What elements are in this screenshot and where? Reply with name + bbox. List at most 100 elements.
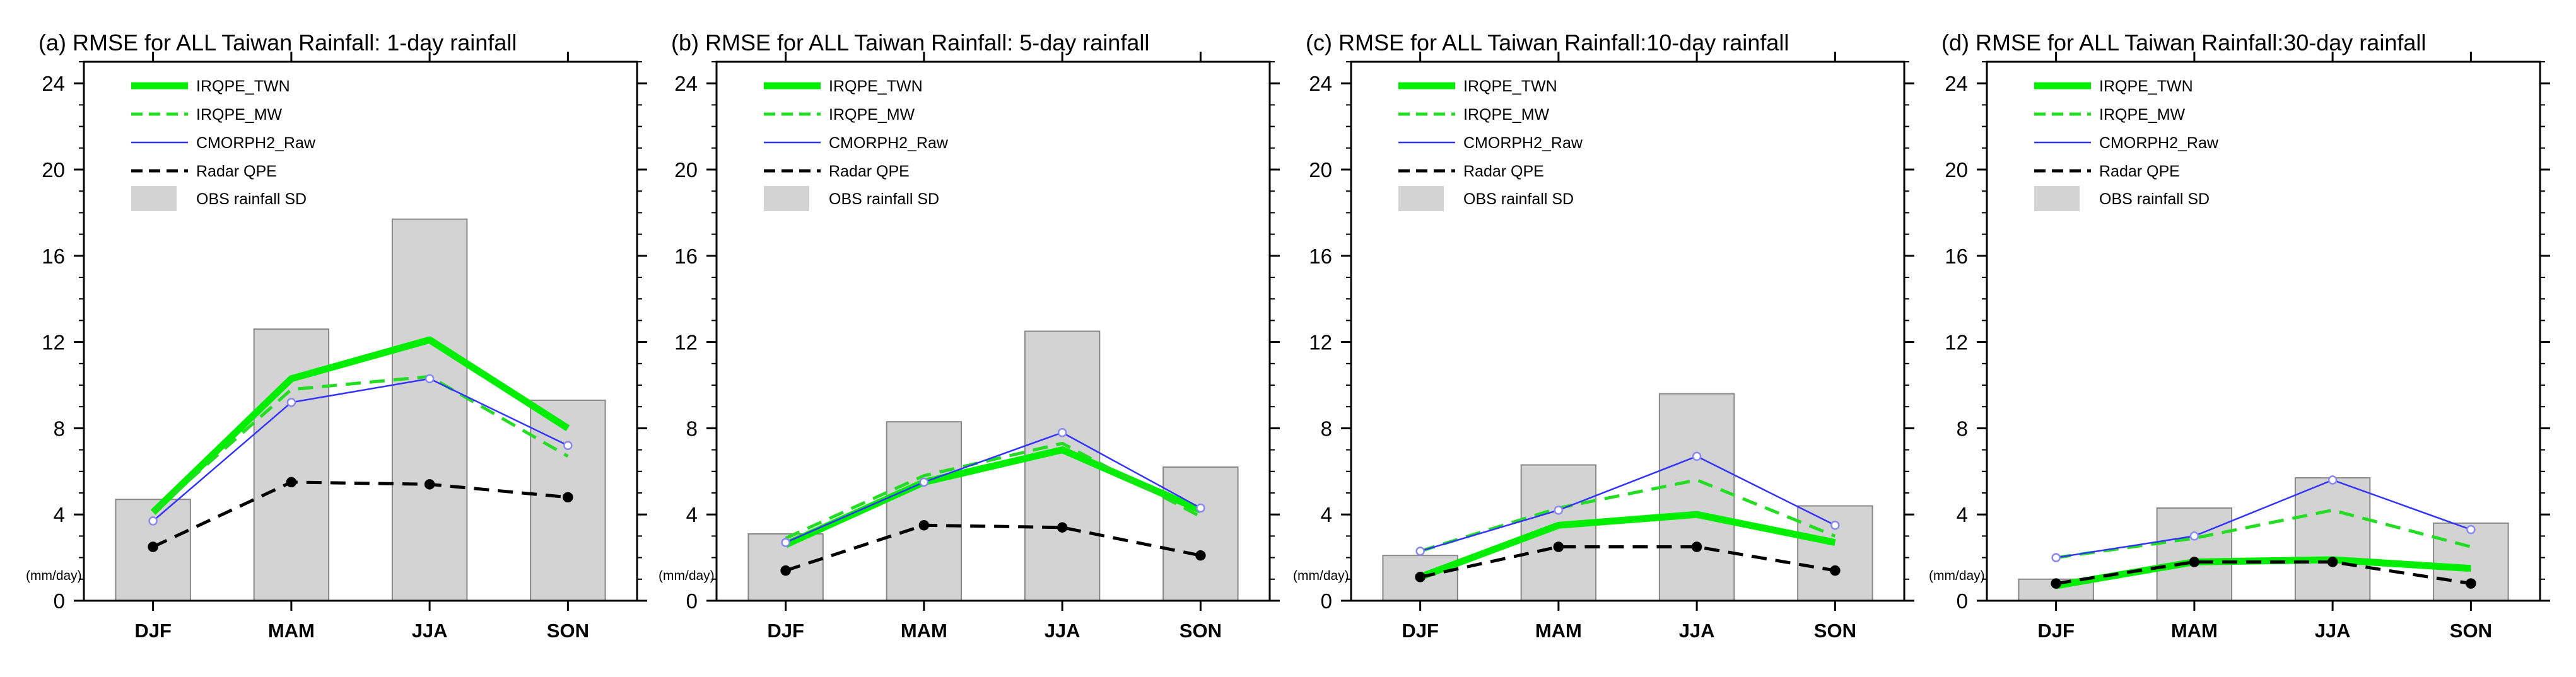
point-radar-qpe-mam — [1553, 541, 1564, 552]
chart-title: (b) RMSE for ALL Taiwan Rainfall: 5-day … — [671, 30, 1149, 55]
plot-frame — [1986, 61, 2541, 602]
series-line-radar-qpe — [152, 480, 568, 548]
series-line-radar-qpe — [2056, 560, 2471, 586]
legend-label: CMORPH2_Raw — [196, 134, 316, 152]
bar-jja — [2294, 477, 2371, 601]
legend: IRQPE_TWN IRQPE_MW CMORPH2_Raw Radar QPE OBS… — [2034, 78, 2219, 211]
y-tick-label: 20 — [42, 158, 65, 182]
x-tick-label: SON — [2450, 620, 2492, 642]
y-tick-label: 8 — [54, 417, 65, 440]
chart-title: (d) RMSE for ALL Taiwan Rainfall:30-day … — [1941, 30, 2426, 55]
y-tick-label: 20 — [1945, 158, 1968, 182]
series-line-irqpe-mw — [785, 441, 1202, 540]
series-line-irqpe-twn — [784, 446, 1202, 548]
y-tick-label: 12 — [1945, 331, 1968, 354]
x-tick-label: SON — [1814, 620, 1856, 642]
series-line-radar-qpe — [1420, 545, 1835, 579]
bar-jja — [1024, 330, 1101, 601]
y-tick-label: 8 — [686, 417, 698, 440]
point-radar-qpe-djf — [780, 565, 791, 576]
legend-label: Radar QPE — [196, 163, 277, 180]
chart-title: (a) RMSE for ALL Taiwan Rainfall: 1-day … — [38, 30, 517, 55]
point-radar-qpe-son — [1830, 565, 1841, 576]
x-tick-label: MAM — [2171, 620, 2218, 642]
series-line-radar-qpe — [785, 523, 1201, 572]
x-tick-label: JJA — [1679, 620, 1715, 642]
y-tick-label: 12 — [42, 331, 65, 354]
legend-label: Radar QPE — [1463, 163, 1544, 180]
series-line-cmorph2-raw — [785, 431, 1201, 543]
legend-label: OBS rainfall SD — [1463, 190, 1574, 208]
point-radar-qpe-son — [563, 492, 573, 503]
x-tick-label: DJF — [1402, 620, 1439, 642]
point-radar-qpe-djf — [1415, 572, 1426, 582]
series-line-cmorph2-raw — [2056, 479, 2471, 558]
point-radar-qpe-jja — [1057, 522, 1068, 533]
legend: IRQPE_TWN IRQPE_MW CMORPH2_Raw Radar QPE OBS… — [764, 78, 949, 211]
legend-label: IRQPE_TWN — [829, 78, 923, 95]
x-tick-label: DJF — [134, 620, 172, 642]
legend-label: IRQPE_TWN — [2099, 78, 2193, 95]
x-tick-label: MAM — [1535, 620, 1582, 642]
legend-label: CMORPH2_Raw — [2099, 134, 2219, 152]
bar-jja — [1658, 393, 1735, 601]
legend-label: Radar QPE — [829, 163, 910, 180]
y-tick-label: 16 — [674, 245, 698, 268]
point-radar-qpe-son — [2466, 578, 2476, 589]
point-radar-qpe-jja — [424, 479, 435, 490]
plot-frame — [715, 61, 1271, 602]
y-tick-label: 0 — [686, 589, 698, 613]
x-tick-label: JJA — [412, 620, 448, 642]
x-tick-label: JJA — [2315, 620, 2351, 642]
legend-label: IRQPE_MW — [1463, 106, 1550, 124]
y-tick-label: 8 — [1957, 417, 1968, 440]
x-tick-label: MAM — [268, 620, 315, 642]
legend-label: IRQPE_TWN — [196, 78, 290, 95]
plot-frame — [1350, 61, 1906, 602]
series-line-cmorph2-raw — [152, 378, 568, 522]
y-tick-label: 24 — [42, 72, 65, 95]
legend-label: Radar QPE — [2099, 163, 2180, 180]
point-cmorph2-raw-djf — [148, 516, 158, 526]
y-tick-label: 20 — [1309, 158, 1332, 182]
point-cmorph2-raw-djf — [1415, 547, 1425, 556]
y-tick-label: 16 — [42, 245, 65, 268]
point-cmorph2-raw-son — [563, 441, 573, 451]
legend-label: IRQPE_MW — [2099, 106, 2186, 124]
legend: IRQPE_TWN IRQPE_MW CMORPH2_Raw Radar QPE OBS… — [1398, 78, 1583, 211]
y-tick-label: 12 — [674, 331, 698, 354]
chart-panel-3: 0 4 8 12 16 20 24 DJF MAM JJA SON (c) RMSE for ALL … — [1293, 30, 1914, 642]
y-axis-label: (mm/day) — [659, 569, 715, 583]
point-cmorph2-raw-djf — [2051, 553, 2061, 562]
chart-title: (c) RMSE for ALL Taiwan Rainfall:10-day … — [1306, 30, 1789, 55]
chart-panel-4: 0 4 8 12 16 20 24 DJF MAM JJA SON (d) RMSE for ALL … — [1929, 30, 2550, 642]
y-tick-label: 24 — [674, 72, 698, 95]
y-tick-label: 0 — [54, 589, 65, 613]
legend-label: OBS rainfall SD — [196, 190, 307, 208]
y-axis-label: (mm/day) — [1293, 569, 1349, 583]
point-radar-qpe-djf — [2051, 578, 2061, 589]
x-tick-label: DJF — [767, 620, 804, 642]
point-cmorph2-raw-jja — [1057, 427, 1067, 437]
y-tick-label: 4 — [686, 503, 698, 526]
y-tick-label: 0 — [1321, 589, 1332, 613]
y-tick-label: 0 — [1957, 589, 1968, 613]
legend-label: CMORPH2_Raw — [1463, 134, 1583, 152]
y-tick-label: 8 — [1321, 417, 1332, 440]
legend: IRQPE_TWN IRQPE_MW CMORPH2_Raw Radar QPE OBS… — [131, 78, 316, 211]
bar-son — [1162, 466, 1239, 602]
point-cmorph2-raw-son — [2466, 524, 2476, 535]
y-tick-label: 12 — [1309, 331, 1332, 354]
legend-label: IRQPE_MW — [829, 106, 915, 124]
y-tick-label: 24 — [1945, 72, 1968, 95]
chart-panel-2: 0 4 8 12 16 20 24 DJF MAM JJA SON (b) RMSE for ALL … — [659, 30, 1280, 642]
bar-jja — [391, 218, 468, 602]
chart-panel-1: 0 4 8 12 16 20 24 DJF MAM JJA SON (a) RMSE for ALL … — [26, 30, 647, 642]
y-tick-label: 24 — [1309, 72, 1332, 95]
y-tick-label: 16 — [1945, 245, 1968, 268]
y-axis-label: (mm/day) — [1929, 569, 1985, 583]
legend-label: IRQPE_TWN — [1463, 78, 1557, 95]
point-radar-qpe-jja — [2327, 557, 2338, 567]
y-tick-label: 4 — [54, 503, 65, 526]
